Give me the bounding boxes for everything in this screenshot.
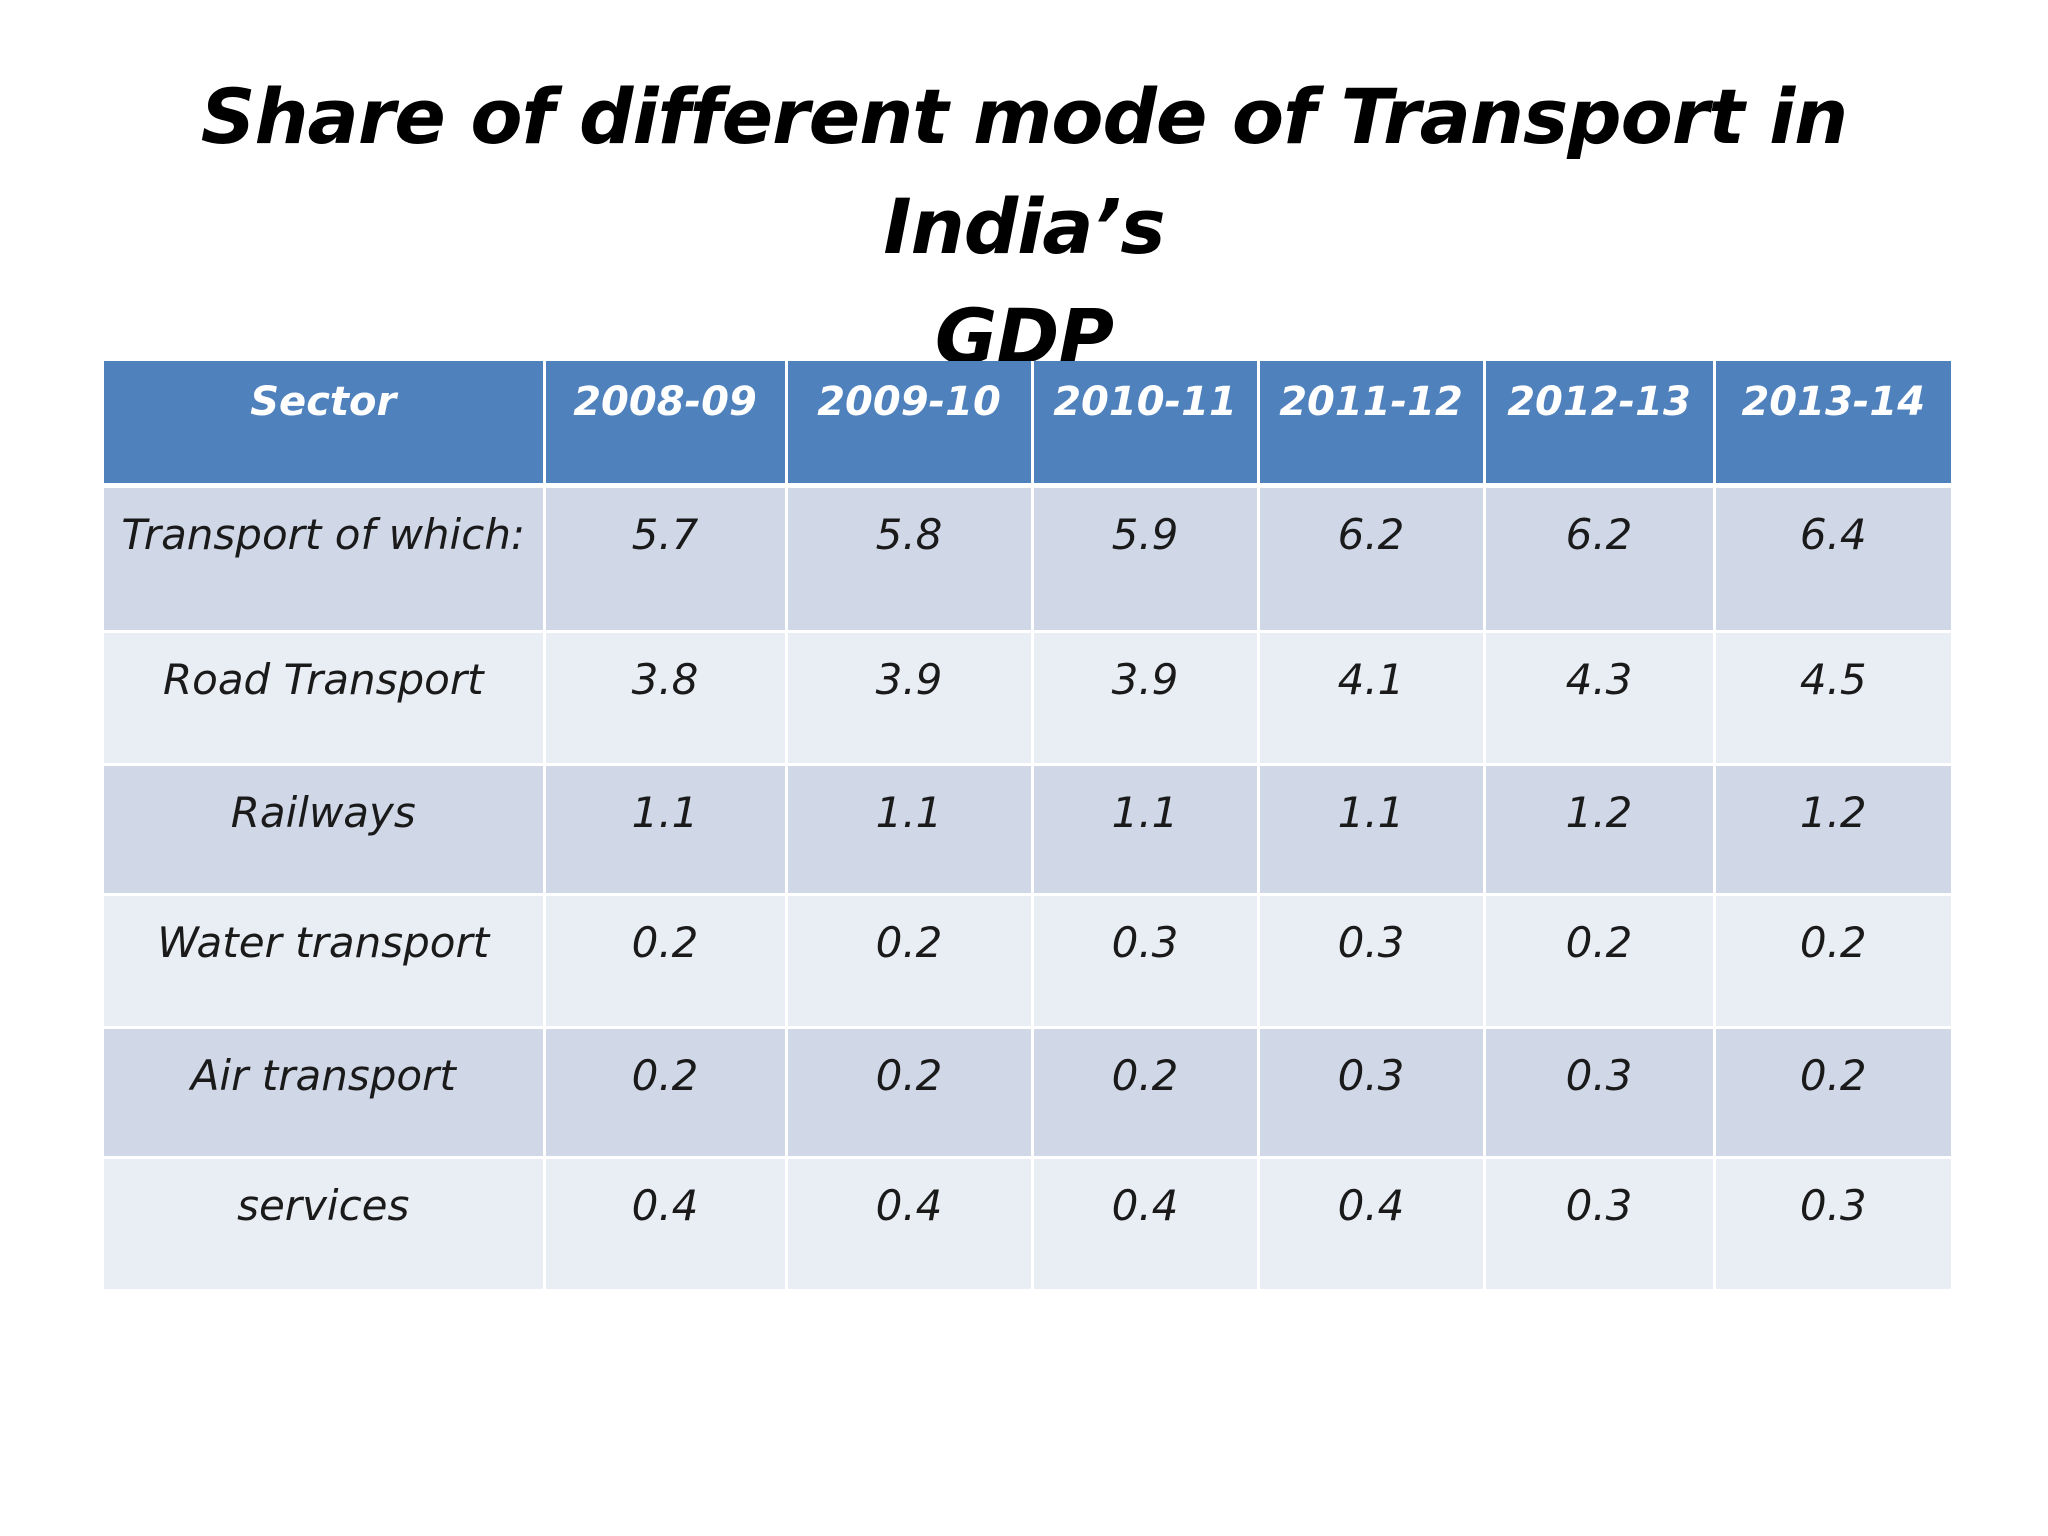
table-row: Railways 1.1 1.1 1.1 1.1 1.2 1.2	[104, 764, 1951, 896]
value-cell: 0.4	[1032, 1157, 1260, 1292]
value-cell: 0.4	[1258, 1157, 1486, 1292]
value-cell: 0.3	[1714, 1157, 1951, 1292]
sector-cell: Water transport	[104, 894, 546, 1029]
sector-cell: Transport of which:	[104, 485, 546, 633]
table-row: Road Transport 3.8 3.9 3.9 4.1 4.3 4.5	[104, 631, 1951, 766]
sector-cell: services	[104, 1157, 546, 1292]
value-cell: 0.3	[1032, 894, 1260, 1029]
value-cell: 6.2	[1258, 485, 1486, 633]
title-line-1: Share of different mode of Transport in …	[200, 72, 1849, 271]
table-row: services 0.4 0.4 0.4 0.4 0.3 0.3	[104, 1157, 1951, 1292]
value-cell: 0.4	[786, 1157, 1034, 1292]
value-cell: 1.1	[544, 764, 788, 896]
value-cell: 5.7	[544, 485, 788, 633]
value-cell: 5.8	[786, 485, 1034, 633]
value-cell: 0.2	[786, 1027, 1034, 1159]
page-title: Share of different mode of Transport in …	[100, 62, 1948, 392]
value-cell: 0.4	[544, 1157, 788, 1292]
header-year: 2008-09	[544, 361, 788, 488]
header-year: 2011-12	[1258, 361, 1486, 488]
value-cell: 0.3	[1484, 1027, 1716, 1159]
sector-cell: Road Transport	[104, 631, 546, 766]
table-row: Transport of which: 5.7 5.8 5.9 6.2 6.2 …	[104, 485, 1951, 633]
sector-cell: Railways	[104, 764, 546, 896]
header-year: 2012-13	[1484, 361, 1716, 488]
value-cell: 1.1	[1258, 764, 1486, 896]
value-cell: 3.8	[544, 631, 788, 766]
value-cell: 3.9	[786, 631, 1034, 766]
value-cell: 3.9	[1032, 631, 1260, 766]
transport-gdp-table: Sector 2008-09 2009-10 2010-11 2011-12 2…	[104, 361, 1951, 1292]
header-sector: Sector	[104, 361, 546, 488]
value-cell: 0.3	[1258, 1027, 1486, 1159]
value-cell: 0.2	[786, 894, 1034, 1029]
value-cell: 0.2	[544, 1027, 788, 1159]
value-cell: 6.2	[1484, 485, 1716, 633]
table-header-row: Sector 2008-09 2009-10 2010-11 2011-12 2…	[104, 361, 1951, 488]
value-cell: 4.3	[1484, 631, 1716, 766]
value-cell: 1.1	[1032, 764, 1260, 896]
value-cell: 1.1	[786, 764, 1034, 896]
value-cell: 1.2	[1714, 764, 1951, 896]
value-cell: 1.2	[1484, 764, 1716, 896]
value-cell: 5.9	[1032, 485, 1260, 633]
table-row: Water transport 0.2 0.2 0.3 0.3 0.2 0.2	[104, 894, 1951, 1029]
sector-cell: Air transport	[104, 1027, 546, 1159]
value-cell: 0.3	[1484, 1157, 1716, 1292]
value-cell: 6.4	[1714, 485, 1951, 633]
table-row: Air transport 0.2 0.2 0.2 0.3 0.3 0.2	[104, 1027, 1951, 1159]
value-cell: 0.2	[1484, 894, 1716, 1029]
value-cell: 0.2	[544, 894, 788, 1029]
value-cell: 4.1	[1258, 631, 1486, 766]
header-year: 2009-10	[786, 361, 1034, 488]
value-cell: 0.2	[1714, 894, 1951, 1029]
header-year: 2010-11	[1032, 361, 1260, 488]
value-cell: 4.5	[1714, 631, 1951, 766]
header-year: 2013-14	[1714, 361, 1951, 488]
value-cell: 0.3	[1258, 894, 1486, 1029]
value-cell: 0.2	[1032, 1027, 1260, 1159]
value-cell: 0.2	[1714, 1027, 1951, 1159]
